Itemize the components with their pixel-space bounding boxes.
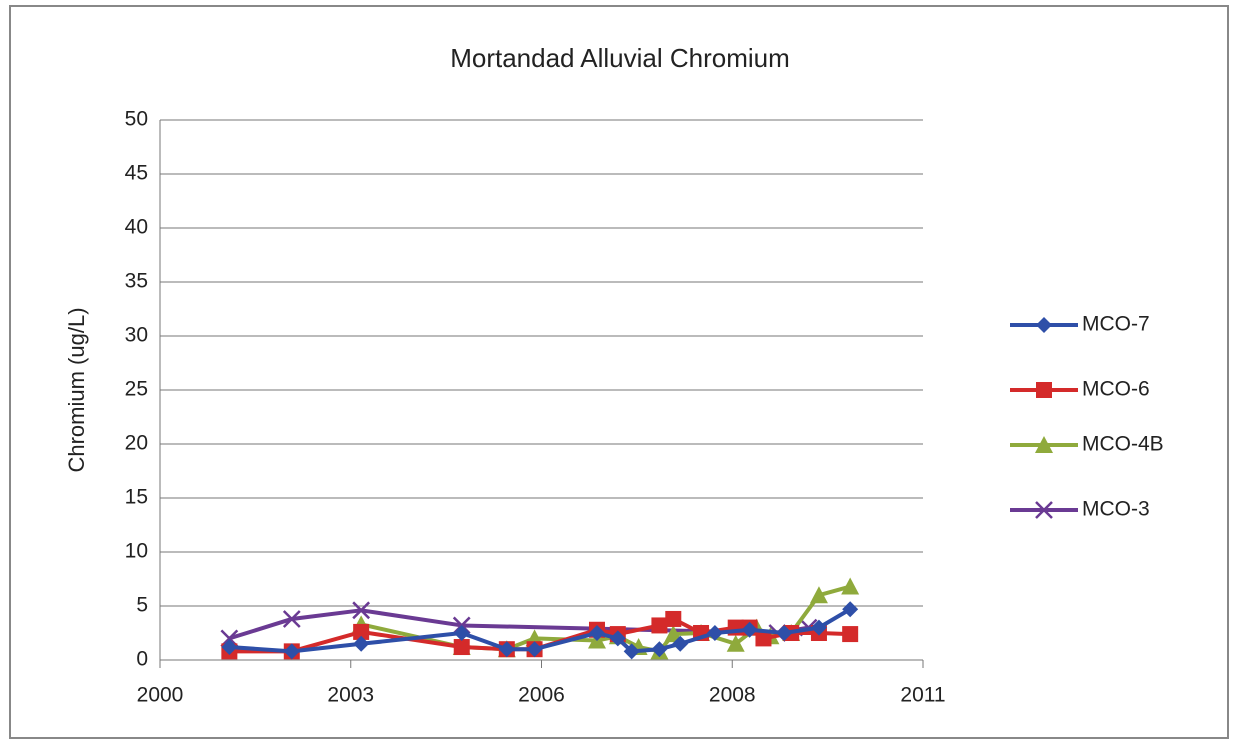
data-point (665, 610, 682, 627)
data-point (282, 610, 301, 628)
legend-item: MCO-6 (1010, 378, 1150, 401)
data-point (755, 630, 772, 647)
y-tick-label: 15 (125, 486, 148, 509)
data-point (498, 641, 515, 658)
y-tick-label: 20 (125, 432, 148, 455)
legend-item: MCO-3 (1010, 498, 1150, 521)
y-tick-label: 25 (125, 378, 148, 401)
x-tick-label: 2000 (137, 684, 184, 707)
x-tick-label: 2008 (709, 684, 756, 707)
data-point (526, 641, 543, 658)
y-tick-label: 50 (125, 108, 148, 131)
y-tick-label: 10 (125, 540, 148, 563)
data-point (283, 643, 300, 660)
y-tick-label: 30 (125, 324, 148, 347)
legend-label: MCO-7 (1082, 313, 1150, 336)
data-point (809, 586, 828, 604)
legend-item: MCO-7 (1010, 313, 1150, 336)
y-tick-label: 35 (125, 270, 148, 293)
chart-title: Mortandad Alluvial Chromium (450, 43, 790, 73)
data-point (623, 643, 640, 660)
data-point (741, 621, 758, 638)
data-point (453, 639, 470, 656)
y-axis-label: Chromium (ug/L) (64, 307, 89, 472)
data-point (810, 619, 827, 636)
legend-marker (1035, 436, 1053, 453)
series-line (229, 607, 852, 654)
legend-item: MCO-4B (1010, 433, 1164, 456)
data-point (842, 601, 859, 618)
data-point (609, 630, 626, 647)
data-point (664, 625, 683, 643)
legend-marker (1036, 317, 1052, 333)
x-tick-label: 2011 (900, 684, 945, 707)
y-tick-label: 5 (136, 594, 148, 617)
legend-marker (1036, 382, 1052, 398)
x-tick-label: 2003 (327, 684, 374, 707)
legend-label: MCO-3 (1082, 498, 1150, 521)
y-tick-label: 40 (125, 216, 148, 239)
data-point (651, 641, 668, 658)
data-point (353, 635, 370, 652)
data-point (651, 617, 668, 634)
data-point (221, 639, 238, 656)
y-tick-label: 0 (136, 648, 148, 671)
data-point (841, 577, 860, 595)
data-point (842, 626, 859, 643)
legend-marker (1035, 501, 1053, 519)
x-tick-label: 2006 (518, 684, 565, 707)
data-point (672, 635, 689, 652)
y-tick-label: 45 (125, 162, 148, 185)
legend-label: MCO-4B (1082, 433, 1164, 456)
legend-label: MCO-6 (1082, 378, 1150, 401)
chart-frame (9, 5, 1229, 739)
data-point (353, 623, 370, 640)
data-point (706, 625, 723, 641)
data-point (352, 601, 371, 620)
data-point (726, 634, 745, 652)
data-point (588, 625, 605, 641)
data-point (776, 625, 793, 641)
data-point (453, 625, 470, 641)
